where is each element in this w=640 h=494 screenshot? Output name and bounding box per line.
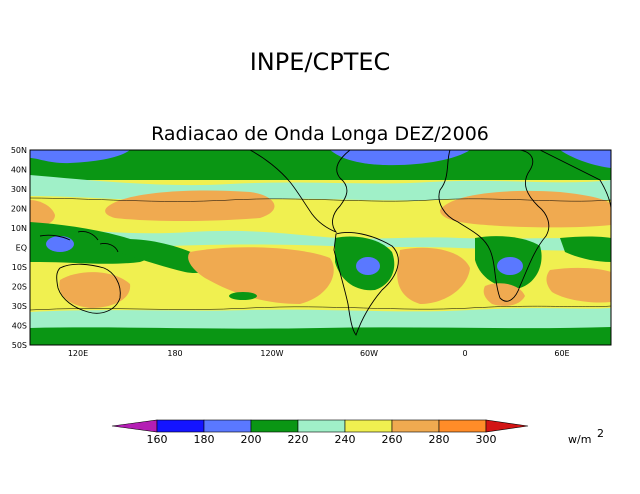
contour-north-subtropics [30,197,611,202]
lat-tick-label: 10S [12,263,27,272]
olr-green-south-pacific-spot [229,292,257,300]
coastline-north-america [249,150,351,234]
contour-lines [30,197,611,311]
contour-south-subtropics [30,305,611,311]
olr-africa-blue [497,257,523,275]
olr-orange-australia [59,272,131,308]
map-frame [29,149,612,346]
lat-tick-label: 40S [12,322,27,331]
agency-title: INPE/CPTEC [250,48,391,76]
olr-orange-south-africa [483,283,525,306]
lat-tick-label: 10N [11,224,27,233]
olr-spcz-green [110,238,208,274]
lon-axis: 120E 180 120W 60W 0 60E [68,349,570,358]
olr-equatorial-light-band [30,225,611,252]
coastline-south-america [333,232,399,336]
olr-maritime-blue [46,236,74,252]
lat-tick-label: 50N [11,146,27,155]
olr-band-south-green [30,327,611,345]
colorbar-segment [391,419,440,433]
lon-tick-label: 60E [554,349,569,358]
lat-tick-label: 40N [11,166,27,175]
lon-tick-label: 120W [260,349,283,358]
coastline-australia [56,263,121,314]
colorbar-segment [156,419,205,433]
map-title: Radiacao de Onda Longa DEZ/2006 [151,123,489,145]
colorbar-label: 240 [335,433,356,446]
unit-base: w/m [568,433,591,446]
colorbar-label: 280 [429,433,450,446]
colorbar-label: 260 [382,433,403,446]
olr-band-north-green [30,150,611,180]
lon-tick-label: 120E [68,349,88,358]
olr-indian-ocean-green [560,236,611,262]
colorbar: 160 180 200 220 240 260 280 300 [111,419,529,446]
olr-map [30,150,611,345]
colorbar-label: 180 [194,433,215,446]
coastlines [39,150,611,336]
lat-tick-label: EQ [16,244,27,253]
lat-tick-label: 30N [11,185,27,194]
olr-orange-south-pacific [188,247,334,304]
olr-orange-south-atlantic [397,247,470,304]
colorbar-segment [344,419,393,433]
olr-orange-north-west [30,200,55,227]
olr-maritime-continent-green [30,222,151,264]
colorbar-low-arrow [111,419,158,433]
colorbar-segment [438,419,487,433]
coastline-maritime-continent [39,231,119,253]
olr-blob-north-blue-west [30,150,130,164]
olr-blob-north-blue-central [330,150,470,166]
lat-tick-label: 30S [12,302,27,311]
colorbar-segment [250,419,299,433]
lat-tick-label: 20N [11,205,27,214]
colorbar-label: 160 [147,433,168,446]
olr-orange-north-pacific [105,190,275,221]
olr-south-america-blue [356,257,380,275]
colorbar-high-arrow [485,419,529,433]
olr-blob-north-blue-east [560,150,611,168]
lon-tick-label: 180 [167,349,182,358]
olr-orange-north-atlantic-africa [440,190,611,228]
lon-tick-label: 0 [462,349,467,358]
lat-tick-label: 20S [12,283,27,292]
lon-tick-label: 60W [360,349,378,358]
colorbar-label: 220 [288,433,309,446]
coastline-africa-europe [438,150,550,302]
lat-axis: 50N 40N 30N 20N 10N EQ 10S 20S 30S 40S 5… [11,146,27,350]
unit-exponent: 2 [597,427,604,440]
colorbar-segment [203,419,252,433]
lat-tick-label: 50S [12,341,27,350]
olr-orange-south-indian [546,267,611,303]
colorbar-label: 200 [241,433,262,446]
unit-label: w/m 2 [568,427,604,446]
colorbar-label: 300 [476,433,497,446]
colorbar-segment [297,419,346,433]
